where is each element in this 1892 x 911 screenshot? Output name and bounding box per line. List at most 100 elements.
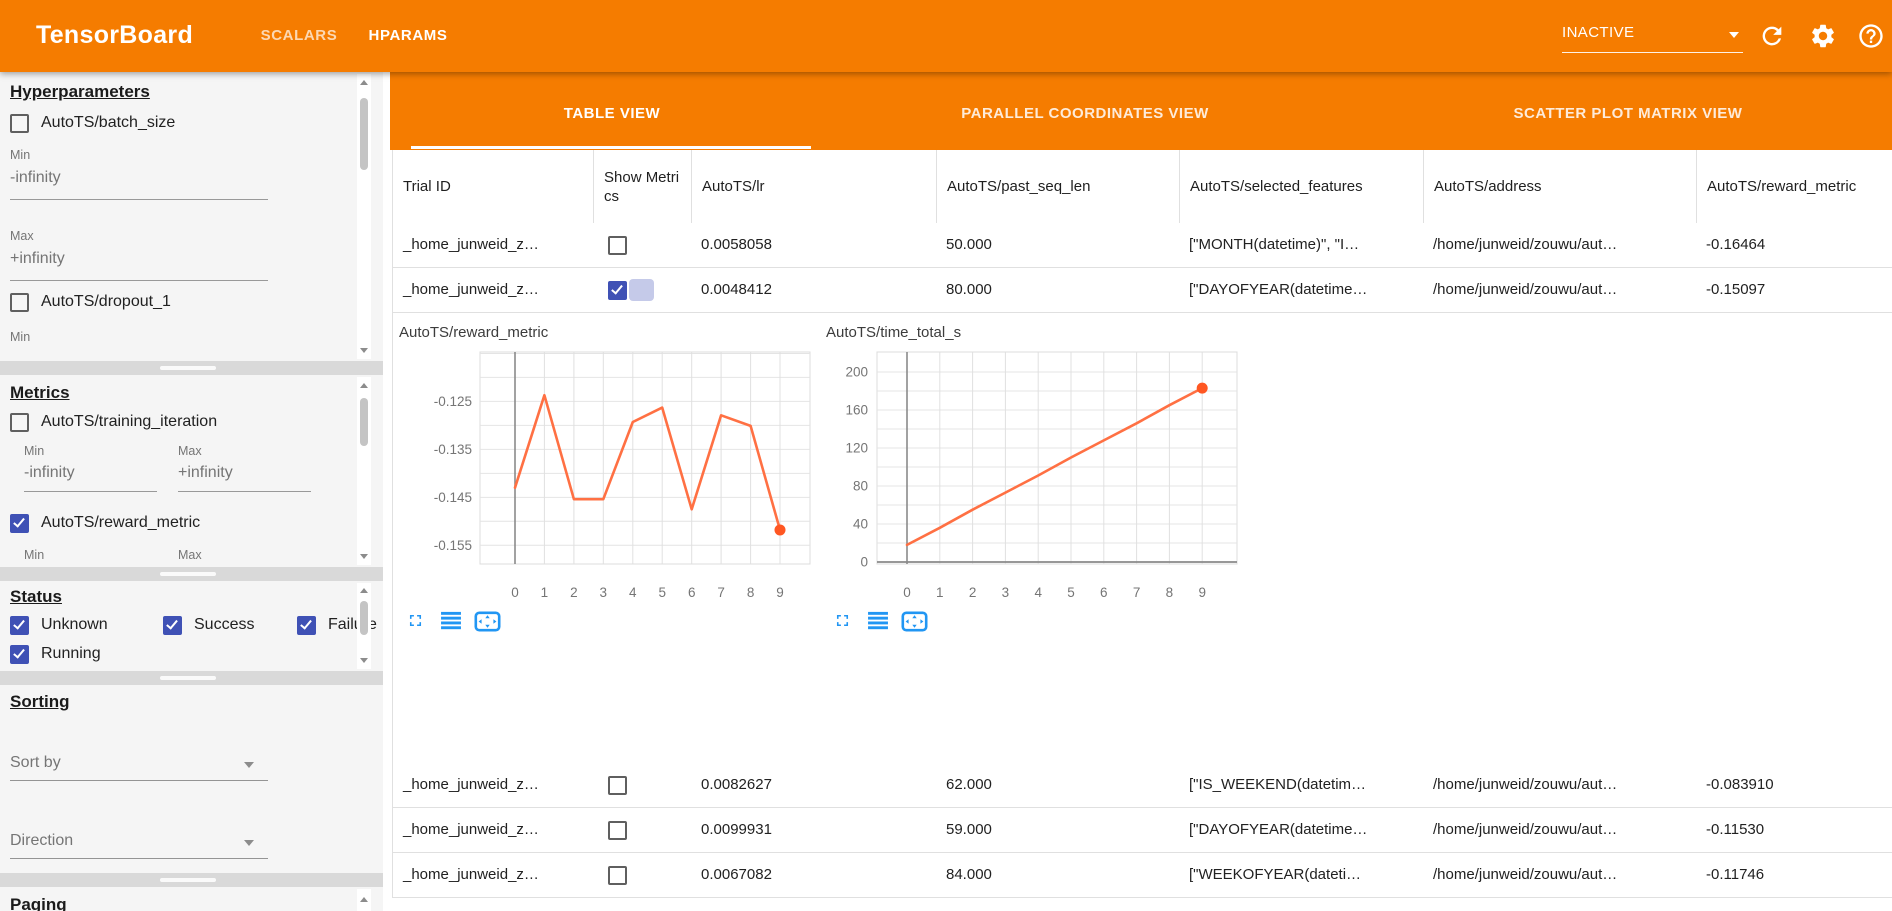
column-header-1[interactable]: Show Metrics bbox=[593, 150, 691, 223]
checkbox-dropout-1[interactable]: AutoTS/dropout_1 bbox=[10, 291, 171, 313]
column-header-0[interactable]: Trial ID bbox=[403, 178, 451, 195]
view-tab-scatter-plot-matrix-view[interactable]: SCATTER PLOT MATRIX VIEW bbox=[1513, 105, 1743, 122]
show-metrics-checkbox[interactable] bbox=[608, 866, 627, 890]
show-metrics-checkbox[interactable] bbox=[608, 236, 627, 260]
checkbox-icon[interactable] bbox=[608, 776, 627, 795]
checkbox-status-running[interactable]: Running bbox=[10, 643, 101, 665]
fit-domain-button[interactable] bbox=[901, 611, 945, 635]
section-resize-handle[interactable] bbox=[0, 873, 383, 887]
scrollbar-thumb[interactable] bbox=[360, 601, 368, 635]
section-title-status: Status bbox=[10, 587, 62, 606]
checkbox-icon[interactable] bbox=[10, 644, 29, 664]
column-header-4[interactable]: AutoTS/selected_features bbox=[1179, 150, 1423, 223]
cell-lr: 0.0048412 bbox=[701, 281, 772, 298]
section-scrollbar[interactable] bbox=[357, 889, 371, 911]
show-metrics-checkbox[interactable] bbox=[608, 821, 627, 845]
sidebar-section-paging: Paging bbox=[0, 887, 383, 911]
column-header-5[interactable]: AutoTS/address bbox=[1423, 150, 1696, 223]
section-title-sorting: Sorting bbox=[10, 692, 70, 711]
column-header-2[interactable]: AutoTS/lr bbox=[691, 150, 936, 223]
view-tab-parallel-coordinates-view[interactable]: PARALLEL COORDINATES VIEW bbox=[961, 105, 1209, 122]
cell-lr: 0.0099931 bbox=[701, 821, 772, 838]
min-input[interactable]: -infinity bbox=[10, 169, 61, 186]
scroll-up-icon[interactable] bbox=[360, 383, 368, 388]
section-resize-handle[interactable] bbox=[0, 567, 383, 581]
cell-past_seq_len: 50.000 bbox=[946, 236, 992, 253]
checkbox-icon[interactable] bbox=[10, 615, 29, 635]
checkbox-icon[interactable] bbox=[10, 292, 29, 312]
scroll-up-icon[interactable] bbox=[360, 588, 368, 593]
cell-trial_id: _home_junweid_z… bbox=[403, 236, 539, 253]
app-toolbar: TensorBoard SCALARS HPARAMS INACTIVE bbox=[0, 0, 1892, 72]
scroll-down-icon[interactable] bbox=[360, 348, 368, 353]
checkbox-status-success[interactable]: Success bbox=[163, 614, 254, 636]
checkbox-icon[interactable] bbox=[608, 281, 627, 300]
show-metrics-checkbox[interactable] bbox=[608, 279, 654, 305]
scroll-up-icon[interactable] bbox=[360, 80, 368, 85]
toggle-axis-scale-icon bbox=[440, 611, 462, 634]
toggle-axis-scale-button[interactable] bbox=[440, 611, 474, 635]
checkbox-reward-metric[interactable]: AutoTS/reward_metric bbox=[10, 512, 200, 534]
column-header-6[interactable]: AutoTS/reward_metric bbox=[1696, 150, 1892, 223]
refresh-button[interactable] bbox=[1758, 22, 1786, 50]
max-input[interactable]: +infinity bbox=[178, 464, 233, 481]
section-scrollbar[interactable] bbox=[357, 377, 371, 565]
sidebar-section-status: Status Unknown Success Failure Running bbox=[0, 581, 383, 671]
max-label: Max bbox=[10, 229, 34, 243]
cell-past_seq_len: 80.000 bbox=[946, 281, 992, 298]
direction-select[interactable]: Direction bbox=[10, 830, 268, 859]
checkbox-icon[interactable] bbox=[608, 821, 627, 840]
dropdown-caret-icon bbox=[244, 762, 254, 768]
section-resize-handle[interactable] bbox=[0, 361, 383, 375]
scroll-down-icon[interactable] bbox=[360, 554, 368, 559]
checkbox-training-iteration[interactable]: AutoTS/training_iteration bbox=[10, 411, 217, 433]
checkbox-icon[interactable] bbox=[163, 615, 182, 635]
cell-past_seq_len: 84.000 bbox=[946, 866, 992, 883]
section-scrollbar[interactable] bbox=[357, 583, 371, 669]
checkbox-label: AutoTS/batch_size bbox=[41, 114, 176, 131]
checkbox-icon[interactable] bbox=[10, 513, 29, 533]
checkbox-icon[interactable] bbox=[608, 866, 627, 885]
section-title-metrics: Metrics bbox=[10, 383, 70, 402]
toggle-axis-scale-button[interactable] bbox=[867, 611, 901, 635]
column-header-3[interactable]: AutoTS/past_seq_len bbox=[936, 150, 1179, 223]
table-row: _home_junweid_z… 0.0048412 80.000 ["DAYOFYE… bbox=[392, 268, 1892, 313]
nav-tab-scalars[interactable]: SCALARS bbox=[260, 27, 338, 44]
min-input[interactable]: -infinity bbox=[24, 464, 75, 481]
reload-interval-select[interactable]: INACTIVE bbox=[1562, 20, 1743, 53]
max-label-2: Max bbox=[178, 548, 202, 562]
settings-button[interactable] bbox=[1809, 22, 1837, 50]
sidebar-section-hyperparameters: Hyperparameters AutoTS/batch_size Min -i… bbox=[0, 72, 383, 361]
fullscreen-button[interactable] bbox=[406, 611, 440, 635]
help-button[interactable] bbox=[1857, 22, 1885, 50]
expanded-metrics-panel bbox=[392, 313, 1892, 764]
scrollbar-thumb[interactable] bbox=[360, 398, 368, 446]
checkbox-icon[interactable] bbox=[10, 412, 29, 432]
section-resize-handle[interactable] bbox=[0, 671, 383, 685]
max-input[interactable]: +infinity bbox=[10, 250, 65, 267]
checkbox-status-unknown[interactable]: Unknown bbox=[10, 614, 108, 636]
view-tabbar: TABLE VIEW PARALLEL COORDINATES VIEW SCATT… bbox=[390, 72, 1892, 150]
checkbox-icon[interactable] bbox=[297, 615, 316, 635]
cell-lr: 0.0058058 bbox=[701, 236, 772, 253]
checkbox-icon[interactable] bbox=[10, 113, 29, 133]
sidebar-section-metrics: Metrics AutoTS/training_iteration Min Ma… bbox=[0, 375, 383, 567]
view-tab-table-view[interactable]: TABLE VIEW bbox=[563, 105, 661, 122]
fit-domain-button[interactable] bbox=[474, 611, 518, 635]
show-metrics-checkbox[interactable] bbox=[608, 776, 627, 800]
cell-trial_id: _home_junweid_z… bbox=[403, 281, 539, 298]
min-label-2: Min bbox=[24, 548, 45, 562]
sort-by-select[interactable]: Sort by bbox=[10, 752, 268, 781]
min-label-2: Min bbox=[10, 330, 31, 344]
min-input-underline bbox=[24, 491, 157, 492]
scroll-up-icon[interactable] bbox=[360, 897, 368, 902]
cell-selected_features: ["IS_WEEKEND(datetim… bbox=[1189, 776, 1367, 793]
reload-select-value: INACTIVE bbox=[1562, 24, 1635, 41]
section-scrollbar[interactable] bbox=[357, 74, 371, 359]
scroll-down-icon[interactable] bbox=[360, 658, 368, 663]
checkbox-batch-size[interactable]: AutoTS/batch_size bbox=[10, 112, 175, 134]
fullscreen-button[interactable] bbox=[833, 611, 867, 635]
nav-tab-hparams[interactable]: HPARAMS bbox=[368, 27, 448, 44]
checkbox-icon[interactable] bbox=[608, 236, 627, 255]
scrollbar-thumb[interactable] bbox=[360, 98, 368, 170]
